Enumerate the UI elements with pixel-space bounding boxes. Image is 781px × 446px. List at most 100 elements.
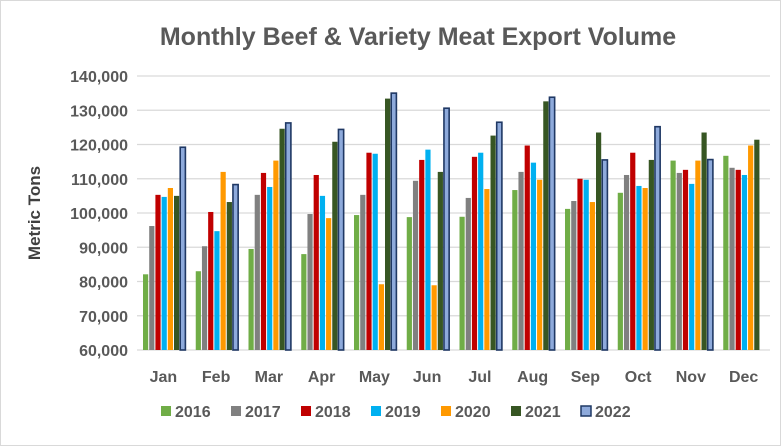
bar-2016-Aug <box>512 190 518 350</box>
bar-2018-Sep <box>577 178 583 350</box>
bar-2018-Aug <box>524 145 530 350</box>
legend-label: 2016 <box>175 404 211 421</box>
y-tick-label: 110,000 <box>71 172 128 189</box>
bar-2021-May <box>385 98 391 350</box>
legend-label: 2017 <box>245 404 281 421</box>
bar-2021-Mar <box>279 128 285 350</box>
x-tick-label: Apr <box>308 369 336 386</box>
x-tick-label: Feb <box>202 369 231 386</box>
x-tick-label: Aug <box>517 369 548 386</box>
bar-2016-Jul <box>459 216 465 350</box>
bar-2016-Jun <box>406 217 412 350</box>
legend-swatch-2017 <box>231 406 241 416</box>
bar-2016-Feb <box>195 271 201 350</box>
x-tick-label: Mar <box>255 369 283 386</box>
bar-2022-Nov <box>706 158 714 351</box>
bar-2019-Apr <box>319 195 326 350</box>
bar-2020-Jan <box>167 187 173 350</box>
legend-swatch-2016 <box>161 406 171 416</box>
bar-2020-Jul <box>484 189 490 350</box>
bar-2020-Apr <box>326 218 332 350</box>
bar-2020-Feb <box>220 171 226 350</box>
legend-label: 2022 <box>595 404 631 421</box>
bar-2017-Jan <box>149 226 155 350</box>
legend-label: 2019 <box>385 404 421 421</box>
bar-2022-Feb <box>232 183 239 351</box>
x-tick-label: Nov <box>676 369 706 386</box>
bar-2017-Aug <box>518 171 524 350</box>
bar-2019-May <box>372 153 378 350</box>
bar-2018-Jul <box>471 156 478 350</box>
x-tick-label: May <box>359 369 390 386</box>
y-tick-label: 90,000 <box>79 240 128 257</box>
bar-2017-Apr <box>307 214 313 350</box>
x-tick-label: Jul <box>468 369 491 386</box>
bar-2017-Feb <box>201 246 208 350</box>
x-tick-label: Jan <box>150 369 178 386</box>
bar-2017-Dec <box>729 167 735 350</box>
bar-2017-Nov <box>676 172 682 350</box>
x-tick-label: Jun <box>413 369 441 386</box>
bar-2016-Dec <box>723 155 729 350</box>
y-tick-label: 100,000 <box>70 206 128 223</box>
bar-2018-May <box>366 152 372 350</box>
bar-2021-Nov <box>701 132 707 350</box>
bar-2016-Oct <box>617 192 623 350</box>
bar-2017-Jun <box>412 180 419 350</box>
y-axis-label: Metric Tons <box>25 166 44 260</box>
bar-2016-May <box>354 215 360 350</box>
bar-2017-Sep <box>571 201 577 350</box>
bar-2018-Jun <box>419 159 425 350</box>
chart-title: Monthly Beef & Variety Meat Export Volum… <box>160 23 676 51</box>
bar-2017-Mar <box>254 194 260 350</box>
bar-2020-May <box>378 284 384 350</box>
bar-2021-Sep <box>596 132 602 350</box>
bar-2019-Nov <box>689 183 695 350</box>
bar-2016-Nov <box>670 160 676 350</box>
bar-2020-Dec <box>748 145 754 350</box>
bar-2019-Dec <box>741 174 748 350</box>
legend-swatch-2019 <box>371 406 381 416</box>
y-tick-label: 60,000 <box>79 343 128 360</box>
bar-2018-Oct <box>630 152 636 350</box>
bar-2018-Dec <box>735 169 741 350</box>
bar-2022-Sep <box>601 159 609 351</box>
bar-2021-Aug <box>543 101 549 350</box>
legend-label: 2021 <box>525 404 561 421</box>
y-tick-label: 120,000 <box>70 138 128 155</box>
bar-2022-Jan <box>179 146 187 351</box>
bar-2021-Apr <box>332 141 338 350</box>
bar-2021-Jun <box>437 171 443 350</box>
bar-2019-Aug <box>530 162 537 350</box>
bar-2018-Jan <box>155 194 161 350</box>
bar-2022-Apr <box>337 128 345 351</box>
bar-2019-Jun <box>425 149 431 350</box>
bar-2021-Jan <box>174 195 180 350</box>
bar-2018-Nov <box>682 169 689 350</box>
bar-2018-Apr <box>313 174 319 350</box>
x-tick-label: Oct <box>625 369 652 386</box>
bar-2022-Jun <box>443 107 450 351</box>
legend-swatch-2022 <box>580 405 592 417</box>
y-tick-label: 130,000 <box>70 103 128 120</box>
bar-2021-Jul <box>490 135 496 350</box>
bar-2021-Feb <box>226 202 232 350</box>
y-tick-label: 70,000 <box>79 309 128 326</box>
bar-2020-Oct <box>642 187 648 350</box>
bar-2020-Nov <box>695 160 701 350</box>
legend-label: 2020 <box>455 404 491 421</box>
bar-2022-Oct <box>654 125 661 351</box>
bar-2019-Jan <box>161 196 167 350</box>
bar-2017-Oct <box>623 174 630 350</box>
bar-2020-Mar <box>273 160 279 350</box>
bar-2019-Jul <box>478 152 484 350</box>
bar-2019-Feb <box>214 231 220 350</box>
bar-2019-Sep <box>583 179 589 350</box>
bar-2018-Mar <box>260 172 267 350</box>
bar-2020-Aug <box>537 179 543 350</box>
bar-2022-May <box>390 92 398 351</box>
bar-2016-Jan <box>143 274 149 350</box>
bar-2019-Oct <box>636 185 642 350</box>
y-tick-label: 140,000 <box>70 69 128 86</box>
